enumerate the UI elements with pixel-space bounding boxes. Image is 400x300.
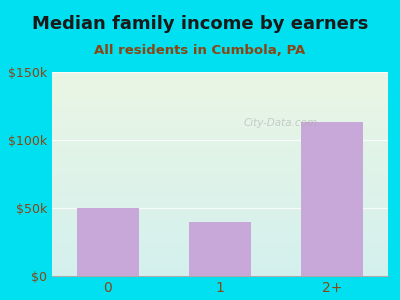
Text: City-Data.com: City-Data.com (244, 118, 318, 128)
Text: Median family income by earners: Median family income by earners (32, 15, 368, 33)
Bar (189, 222, 251, 276)
Bar (301, 122, 363, 276)
Text: All residents in Cumbola, PA: All residents in Cumbola, PA (94, 44, 306, 56)
Bar (77, 208, 139, 276)
